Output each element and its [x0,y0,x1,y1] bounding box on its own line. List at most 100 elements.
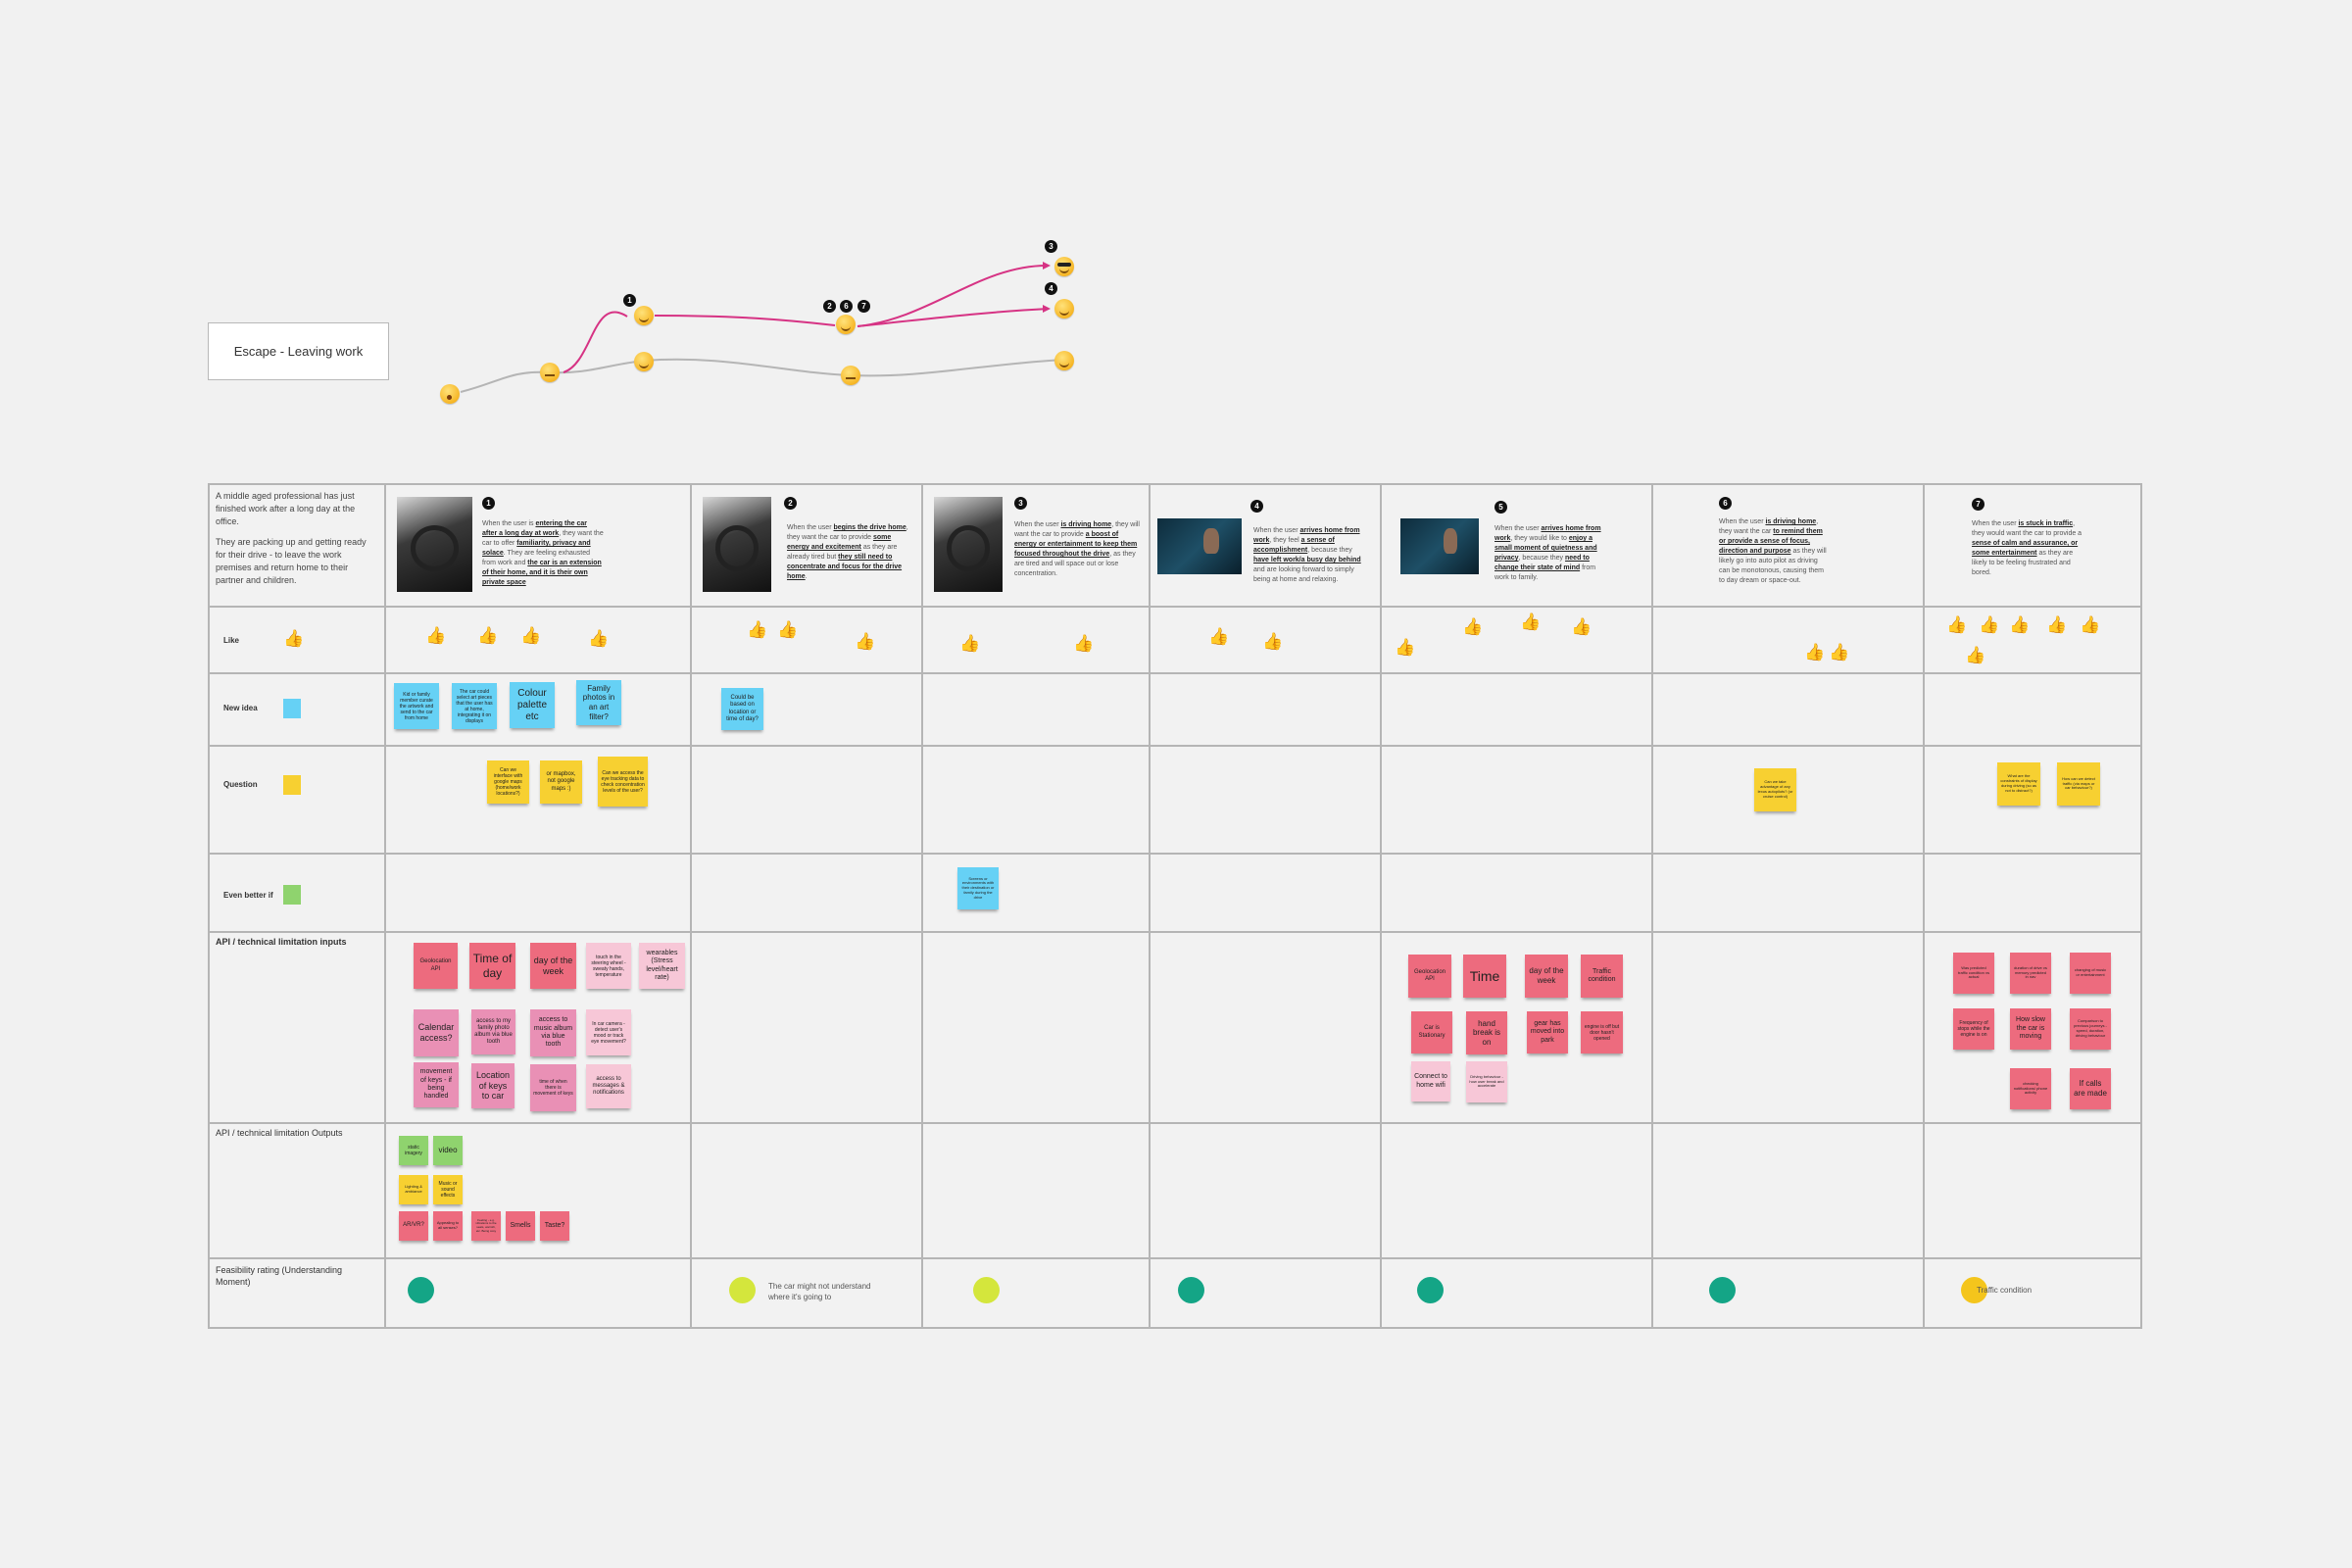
feasibility-rating-dot[interactable] [729,1277,756,1303]
api-input-sticky-note[interactable]: wearables (Stress level/heart rate) [639,943,685,989]
like-thumbs-up-icon[interactable]: 👍 [959,634,981,653]
api-input-sticky-note[interactable]: Frequency of stops while the engine is o… [1953,1008,1994,1050]
question-sticky-note[interactable]: What are the constraints of display duri… [1997,762,2040,806]
like-thumbs-up-icon[interactable]: 👍 [425,626,447,645]
like-thumbs-up-icon[interactable]: 👍 [1829,643,1850,662]
like-thumbs-up-icon[interactable]: 👍 [1262,632,1284,651]
feasibility-rating-dot[interactable] [1709,1277,1736,1303]
description-text: as they are already tired but [787,544,898,561]
highlighted-phrase: is driving home [1060,521,1112,528]
stage-1-photo[interactable] [397,497,472,592]
api-output-sticky-note[interactable]: static imagery [399,1136,428,1165]
api-output-sticky-note[interactable]: Taste? [540,1211,569,1241]
api-input-sticky-note[interactable]: checking notifications/ phone activity [2010,1068,2051,1109]
question-sticky-note[interactable]: or mapbox, not google maps :) [540,760,582,804]
api-input-sticky-note[interactable]: Geolocation API [414,943,458,989]
like-thumbs-up-icon[interactable]: 👍 [777,620,799,639]
relieved-face-emoji-icon [1054,299,1074,318]
like-thumbs-up-icon[interactable]: 👍 [1979,615,2000,634]
like-thumbs-up-icon[interactable]: 👍 [1073,634,1095,653]
new-idea-sticky-note[interactable]: Kid or family member curate the artwork … [394,683,439,729]
api-input-sticky-note[interactable]: access to my family photo album via blue… [471,1009,515,1054]
api-output-sticky-note[interactable]: video [433,1136,463,1165]
api-output-sticky-note[interactable]: Music or sound effects [433,1175,463,1204]
api-input-sticky-note[interactable]: Comparison to previous journeys - speed,… [2070,1008,2111,1050]
question-sticky-note[interactable]: Can we take advantage of any lexus autop… [1754,768,1796,811]
new-idea-sticky-note[interactable]: Screens or environments with their desti… [957,867,999,909]
api-input-sticky-note[interactable]: movement of keys - if being handled [414,1062,459,1107]
like-thumbs-up-icon[interactable]: 👍 [1946,615,1968,634]
api-input-sticky-note[interactable]: Driving behaviour - how user break and a… [1466,1061,1507,1102]
stage-3-photo[interactable] [934,497,1003,592]
like-thumbs-up-icon[interactable]: 👍 [1520,612,1542,631]
api-input-sticky-note[interactable]: How slow the car is moving [2010,1008,2051,1050]
description-text: , as they are tired and will space out o… [1014,551,1136,577]
stage-marker-7: 7 [858,300,870,313]
journey-title-card[interactable]: Escape - Leaving work [208,322,389,380]
stage-6-number: 6 [1719,497,1732,510]
like-thumbs-up-icon[interactable]: 👍 [477,626,499,645]
question-sticky-note[interactable]: How can we detect traffic (via maps or c… [2057,762,2100,806]
api-input-sticky-note[interactable]: hand break is on [1466,1011,1507,1054]
stage-5-photo[interactable] [1400,518,1479,574]
api-input-sticky-note[interactable]: Time of day [469,943,515,989]
api-input-sticky-note[interactable]: If calls are made [2070,1068,2111,1109]
like-thumbs-up-icon[interactable]: 👍 [1965,646,1986,664]
stage-2-photo[interactable] [703,497,771,592]
api-input-sticky-note[interactable]: day of the week [1525,955,1568,998]
stage-marker-1: 1 [623,294,636,307]
api-input-sticky-note[interactable]: access to music album via blue tooth [530,1009,576,1056]
like-thumbs-up-icon[interactable]: 👍 [2080,615,2101,634]
api-input-sticky-note[interactable]: Location of keys to car [471,1063,514,1108]
question-sticky-note[interactable]: Can we access the eye tracking data to c… [598,757,648,807]
api-input-sticky-note[interactable]: changing of music or entertainment [2070,953,2111,994]
api-output-sticky-note[interactable]: AR/VR? [399,1211,428,1241]
like-thumbs-up-icon[interactable]: 👍 [1804,643,1826,662]
feasibility-rating-dot[interactable] [1178,1277,1204,1303]
api-input-sticky-note[interactable]: Geolocation API [1408,955,1451,998]
api-input-sticky-note[interactable]: Traffic condition [1581,955,1623,998]
like-thumbs-up-icon[interactable]: 👍 [1395,638,1416,657]
like-thumbs-up-icon[interactable]: 👍 [747,620,768,639]
like-thumbs-up-icon[interactable]: 👍 [855,632,876,651]
feasibility-rating-dot[interactable] [973,1277,1000,1303]
like-thumbs-up-icon[interactable]: 👍 [588,629,610,648]
api-input-sticky-note[interactable]: time of when there is movement of keys [530,1064,576,1111]
api-output-sticky-note[interactable]: Smells [506,1211,535,1241]
like-thumbs-up-icon[interactable]: 👍 [1571,617,1592,636]
feasibility-rating-dot[interactable] [408,1277,434,1303]
like-thumbs-up-icon[interactable]: 👍 [1208,627,1230,646]
like-thumbs-up-icon[interactable]: 👍 [2046,615,2068,634]
api-input-sticky-note[interactable]: Time [1463,955,1506,998]
new-idea-sticky-note[interactable]: Could be based on location or time of da… [721,688,763,730]
api-output-sticky-note[interactable]: Feeling - e.g. vibrations to the seats, … [471,1211,501,1241]
api-input-sticky-note[interactable]: In car camera - detect user's mood or tr… [586,1009,631,1055]
new-idea-sticky-note[interactable]: Family photos in an art filter? [576,680,621,725]
feasibility-rating-dot[interactable] [1961,1277,1987,1303]
stage-5-number: 5 [1494,501,1507,514]
api-output-sticky-note[interactable]: Appealing to all senses? [433,1211,463,1241]
api-input-sticky-note[interactable]: access to messages & notifications [586,1064,631,1108]
stage-4-photo[interactable] [1157,518,1242,574]
api-input-sticky-note[interactable]: day of the week [530,943,576,989]
api-input-sticky-note[interactable]: gear has moved into park [1527,1011,1568,1054]
api-input-sticky-note[interactable]: Car is Stationary [1411,1011,1452,1054]
highlighted-phrase: arrives home from work [1494,525,1601,542]
api-output-sticky-note[interactable]: Lighting & ambiance [399,1175,428,1204]
like-thumbs-up-icon[interactable]: 👍 [2009,615,2031,634]
like-thumbs-up-icon[interactable]: 👍 [520,626,542,645]
api-input-sticky-note[interactable]: touch in the steering wheel - sweaty han… [586,943,631,989]
stage-marker-2: 2 [823,300,836,313]
description-text: , they would like to [1510,535,1569,542]
feasibility-rating-dot[interactable] [1417,1277,1444,1303]
like-thumbs-up-icon[interactable]: 👍 [1462,617,1484,636]
api-input-sticky-note[interactable]: Calendar access? [414,1009,459,1056]
highlighted-phrase: to remind them or provide a sense of foc… [1719,528,1823,555]
api-input-sticky-note[interactable]: Connect to home wifi [1411,1061,1450,1102]
api-input-sticky-note[interactable]: duration of drive vs memory predicted in… [2010,953,2051,994]
new-idea-sticky-note[interactable]: Colour palette etc [510,682,555,728]
api-input-sticky-note[interactable]: Was predicted traffic condition vs actua… [1953,953,1994,994]
new-idea-sticky-note[interactable]: The car could select art pieces that the… [452,683,497,729]
question-sticky-note[interactable]: Can we interface with google maps (home/… [487,760,529,804]
api-input-sticky-note[interactable]: engine is off but door hasn't opened [1581,1011,1623,1054]
